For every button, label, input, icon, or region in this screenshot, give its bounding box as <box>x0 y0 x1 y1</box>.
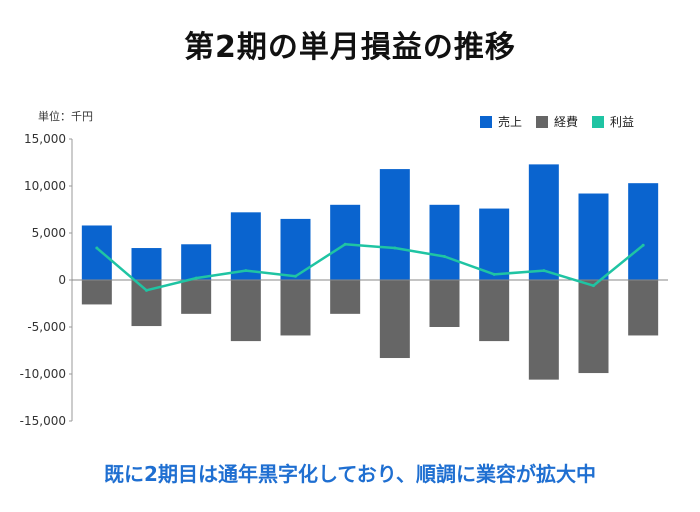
sales-bar <box>181 244 212 280</box>
expense-bar <box>528 280 559 380</box>
expense-bar <box>230 280 261 342</box>
legend-item-sales: 売上 <box>480 113 522 130</box>
legend-item-profit: 利益 <box>592 113 634 130</box>
legend-label-profit: 利益 <box>610 115 635 129</box>
expense-bar <box>379 280 410 359</box>
profit-point <box>393 246 397 250</box>
y-tick-label: -15,000 <box>20 414 66 428</box>
sales-bar <box>81 225 112 280</box>
legend-swatch-sales <box>480 115 492 128</box>
unit-label: 単位：千円 <box>38 110 93 123</box>
y-tick-label: -10,000 <box>20 367 66 381</box>
sales-bar <box>379 169 410 280</box>
sales-bar <box>429 204 460 280</box>
sales-bar <box>479 208 510 280</box>
legend-item-expense: 経費 <box>536 113 578 130</box>
expense-bar <box>479 280 510 342</box>
sales-bar <box>131 248 162 280</box>
summary-caption: 既に2期目は通年黒字化しており、順調に業容が拡大中 <box>104 462 596 486</box>
profit-point <box>145 288 148 292</box>
y-tick-label: -5,000 <box>27 320 66 334</box>
expense-bar <box>578 280 609 374</box>
expense-bar <box>280 280 311 336</box>
profit-point <box>641 243 645 247</box>
legend-label-expense: 経費 <box>554 115 579 129</box>
profit-point <box>592 284 595 288</box>
expense-bar <box>181 280 212 314</box>
profit-point <box>443 255 446 258</box>
profit-point <box>492 272 496 276</box>
legend-swatch-expense <box>536 115 549 128</box>
legend: 売上 経費 利益 <box>480 113 634 130</box>
profit-point <box>542 269 546 273</box>
profit-point <box>194 276 198 280</box>
profit-point <box>343 242 347 246</box>
expense-bar <box>628 280 659 336</box>
profit-point <box>294 274 297 278</box>
profit-line <box>96 243 644 292</box>
profit-point <box>95 246 99 250</box>
legend-label-sales: 売上 <box>498 115 523 129</box>
sales-bar <box>628 183 659 280</box>
y-tick-label: 10,000 <box>24 179 66 193</box>
y-tick-label: 5,000 <box>32 226 66 240</box>
chart-title: 第2期の単月損益の推移 <box>184 30 516 65</box>
sales-bar <box>330 204 361 280</box>
sales-bar <box>578 193 609 280</box>
legend-swatch-profit <box>592 115 605 128</box>
y-tick-label: 0 <box>58 273 66 287</box>
sales-bar <box>528 164 559 280</box>
expense-bar <box>429 280 460 327</box>
profit-point <box>244 269 248 273</box>
sales-bar <box>230 212 261 280</box>
expense-bar <box>330 280 361 314</box>
y-tick-label: 15,000 <box>24 132 66 146</box>
expense-bar <box>81 280 112 305</box>
